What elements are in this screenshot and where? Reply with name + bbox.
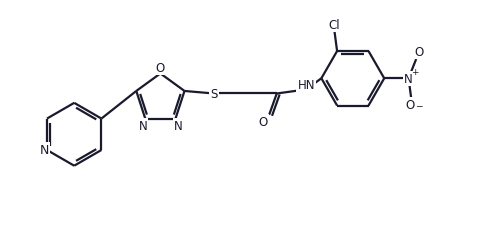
Text: N: N	[139, 119, 147, 132]
Text: S: S	[210, 88, 217, 101]
Text: HN: HN	[298, 79, 315, 91]
Text: O: O	[156, 62, 165, 74]
Text: O: O	[258, 116, 268, 129]
Text: N: N	[404, 72, 413, 85]
Text: Cl: Cl	[329, 19, 341, 32]
Text: O: O	[405, 99, 415, 112]
Text: O: O	[414, 46, 423, 59]
Text: −: −	[415, 101, 423, 110]
Text: N: N	[173, 119, 182, 132]
Text: N: N	[40, 144, 49, 157]
Text: +: +	[412, 67, 419, 76]
